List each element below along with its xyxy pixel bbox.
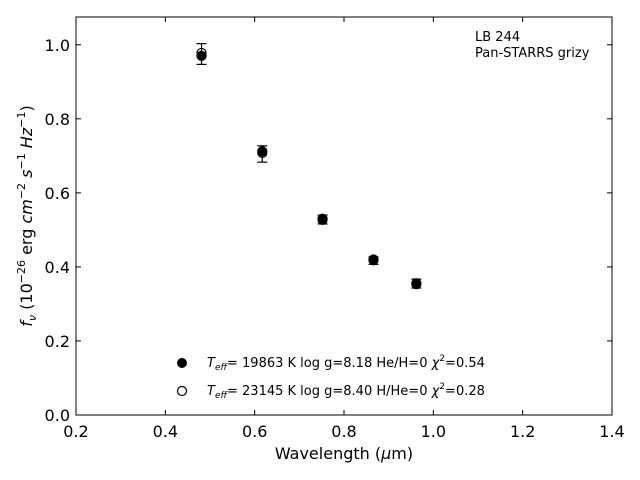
model-point-open — [257, 147, 268, 158]
y-tick-label: 0.2 — [45, 332, 70, 351]
model-point-open — [317, 214, 328, 225]
y-tick-label: 1.0 — [45, 36, 70, 55]
x-tick-label: 0.8 — [331, 422, 356, 441]
x-tick-label: 1.2 — [510, 422, 535, 441]
x-tick-label: 1.4 — [599, 422, 624, 441]
x-tick-label: 0.2 — [63, 422, 88, 441]
legend: Teff= 19863 K log g=8.18 He/H=0 χ2=0.54 … — [176, 354, 485, 401]
legend-marker-filled — [177, 358, 187, 368]
model-point-open — [368, 255, 379, 266]
object-annotation: LB 244 — [475, 30, 520, 45]
y-tick-label: 0.8 — [45, 110, 70, 129]
x-tick-label: 0.4 — [153, 422, 178, 441]
legend-label-1: Teff= 19863 K log g=8.18 He/H=0 χ2=0.54 — [207, 354, 485, 373]
legend-marker-open — [176, 385, 188, 397]
model-point-open — [196, 47, 207, 59]
model-point-open — [411, 278, 422, 289]
y-tick-label: 0.0 — [45, 406, 70, 425]
x-axis-title: Wavelength (μm) — [275, 444, 413, 463]
data-marks — [196, 43, 422, 290]
x-tick-label: 1.0 — [421, 422, 446, 441]
y-axis-title: fν (10−26 erg cm−2 s−1 Hz−1) — [15, 105, 39, 326]
legend-label-2: Teff= 23145 K log g=8.40 H/He=0 χ2=0.28 — [207, 382, 485, 401]
survey-annotation: Pan-STARRS grizy — [475, 46, 590, 61]
model-point-filled — [196, 50, 207, 61]
y-tick-label: 0.6 — [45, 184, 70, 203]
y-tick-label: 0.4 — [45, 258, 70, 277]
x-tick-label: 0.6 — [242, 422, 267, 441]
axis-ticks: 0.2 0.4 0.6 0.8 1.0 1.2 1.40.00.20.40.60.81.0 — [45, 17, 625, 441]
